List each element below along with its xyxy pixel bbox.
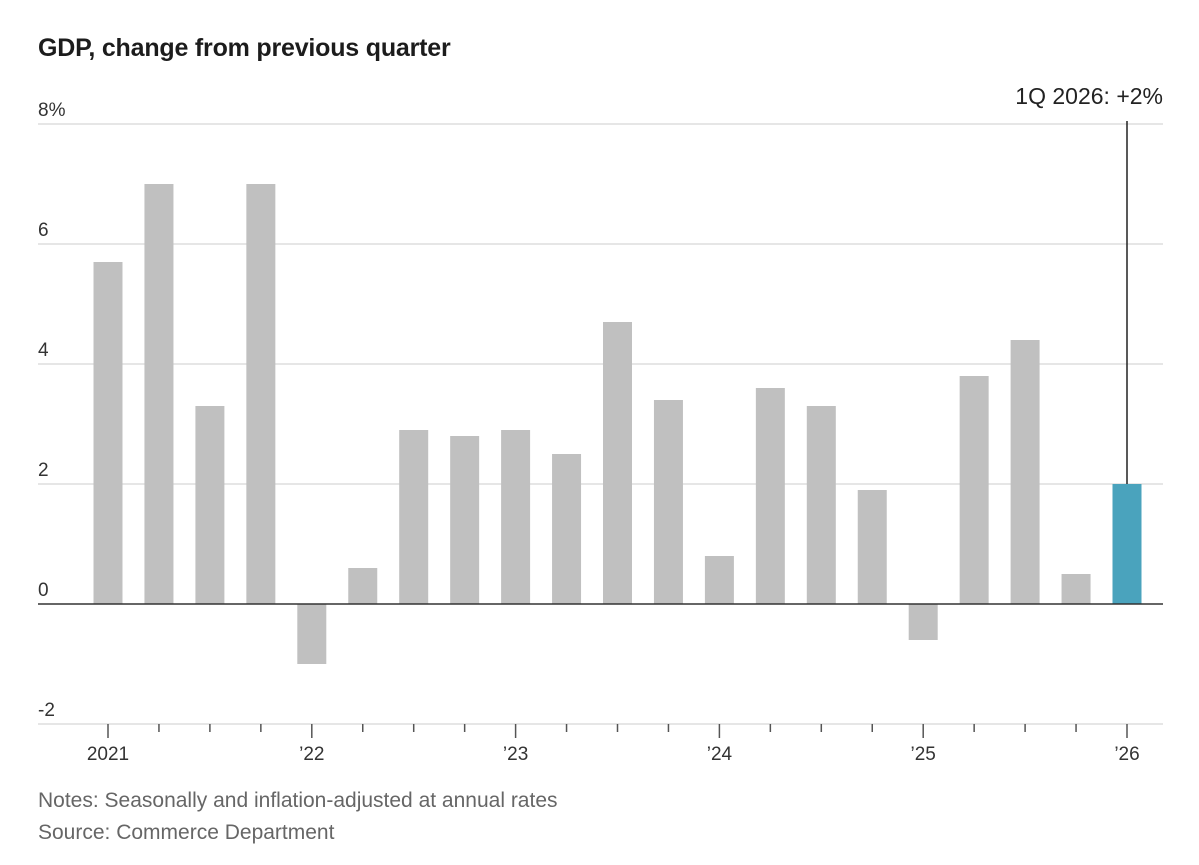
x-tick-label: ’26	[1114, 744, 1139, 765]
bar	[806, 406, 836, 604]
y-tick-label: -2	[38, 700, 55, 721]
bar	[399, 430, 429, 604]
bar	[857, 490, 887, 604]
bar	[246, 184, 276, 604]
x-tick-label: ’24	[707, 744, 733, 765]
bar	[501, 430, 531, 604]
bar	[1010, 340, 1040, 604]
bar	[450, 436, 480, 604]
y-tick-label: 8%	[38, 100, 66, 121]
y-tick-label: 0	[38, 580, 49, 601]
y-tick-label: 2	[38, 460, 49, 481]
bar	[603, 322, 632, 604]
bar	[653, 400, 683, 604]
x-tick-label: 2021	[87, 744, 129, 765]
y-tick-label: 6	[38, 220, 49, 241]
bar	[959, 376, 989, 604]
bar	[93, 262, 123, 604]
bar	[755, 388, 785, 604]
bar	[552, 454, 582, 604]
bar	[704, 556, 734, 604]
chart-source: Source: Commerce Department	[38, 821, 335, 844]
chart-notes: Notes: Seasonally and inflation-adjusted…	[38, 789, 558, 812]
bar	[297, 604, 327, 664]
chart-title: GDP, change from previous quarter	[38, 34, 451, 62]
bar	[908, 604, 938, 640]
bar	[144, 184, 174, 604]
x-tick-label: ’23	[503, 744, 528, 765]
bar	[195, 406, 225, 604]
y-tick-label: 4	[38, 340, 49, 361]
x-tick-label: ’25	[911, 744, 936, 765]
bar	[348, 568, 378, 604]
bar	[1061, 574, 1091, 604]
annotation-label: 1Q 2026: +2%	[1015, 83, 1163, 109]
bar	[1112, 484, 1142, 604]
x-tick-label: ’22	[299, 744, 324, 765]
